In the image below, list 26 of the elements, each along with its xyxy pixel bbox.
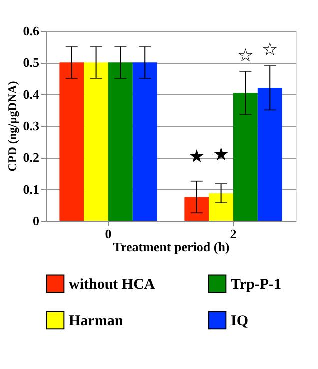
annotation: ☆ (238, 45, 254, 66)
y-tick-label: 0.1 (23, 182, 40, 197)
bar (84, 62, 108, 221)
legend-label: Trp-P-1 (231, 276, 282, 293)
y-tick-label: 0.5 (23, 55, 40, 70)
legend-label: IQ (231, 314, 249, 330)
annotation: ★ (213, 144, 230, 166)
y-tick-label: 0.6 (23, 24, 40, 38)
bar (132, 62, 158, 221)
annotation: ★ (188, 146, 205, 168)
annotation: ☆ (262, 40, 278, 61)
bar (108, 62, 133, 221)
legend-label: Harman (69, 314, 124, 330)
bar (209, 193, 234, 221)
legend-label: without HCA (69, 276, 156, 293)
x-axis-title: Treatment period (h) (113, 240, 230, 254)
x-tick-label: 2 (230, 226, 237, 242)
bar (258, 88, 282, 221)
y-tick-label: 0.4 (23, 86, 40, 102)
y-tick-label: 0.3 (23, 118, 40, 134)
y-tick-label: 0.2 (23, 150, 40, 166)
bar (60, 62, 84, 221)
y-tick-label: 0 (33, 214, 40, 228)
bar (184, 197, 210, 221)
y-axis-title: CPD (ng/µgDNA) (5, 81, 20, 172)
bar (234, 93, 258, 221)
